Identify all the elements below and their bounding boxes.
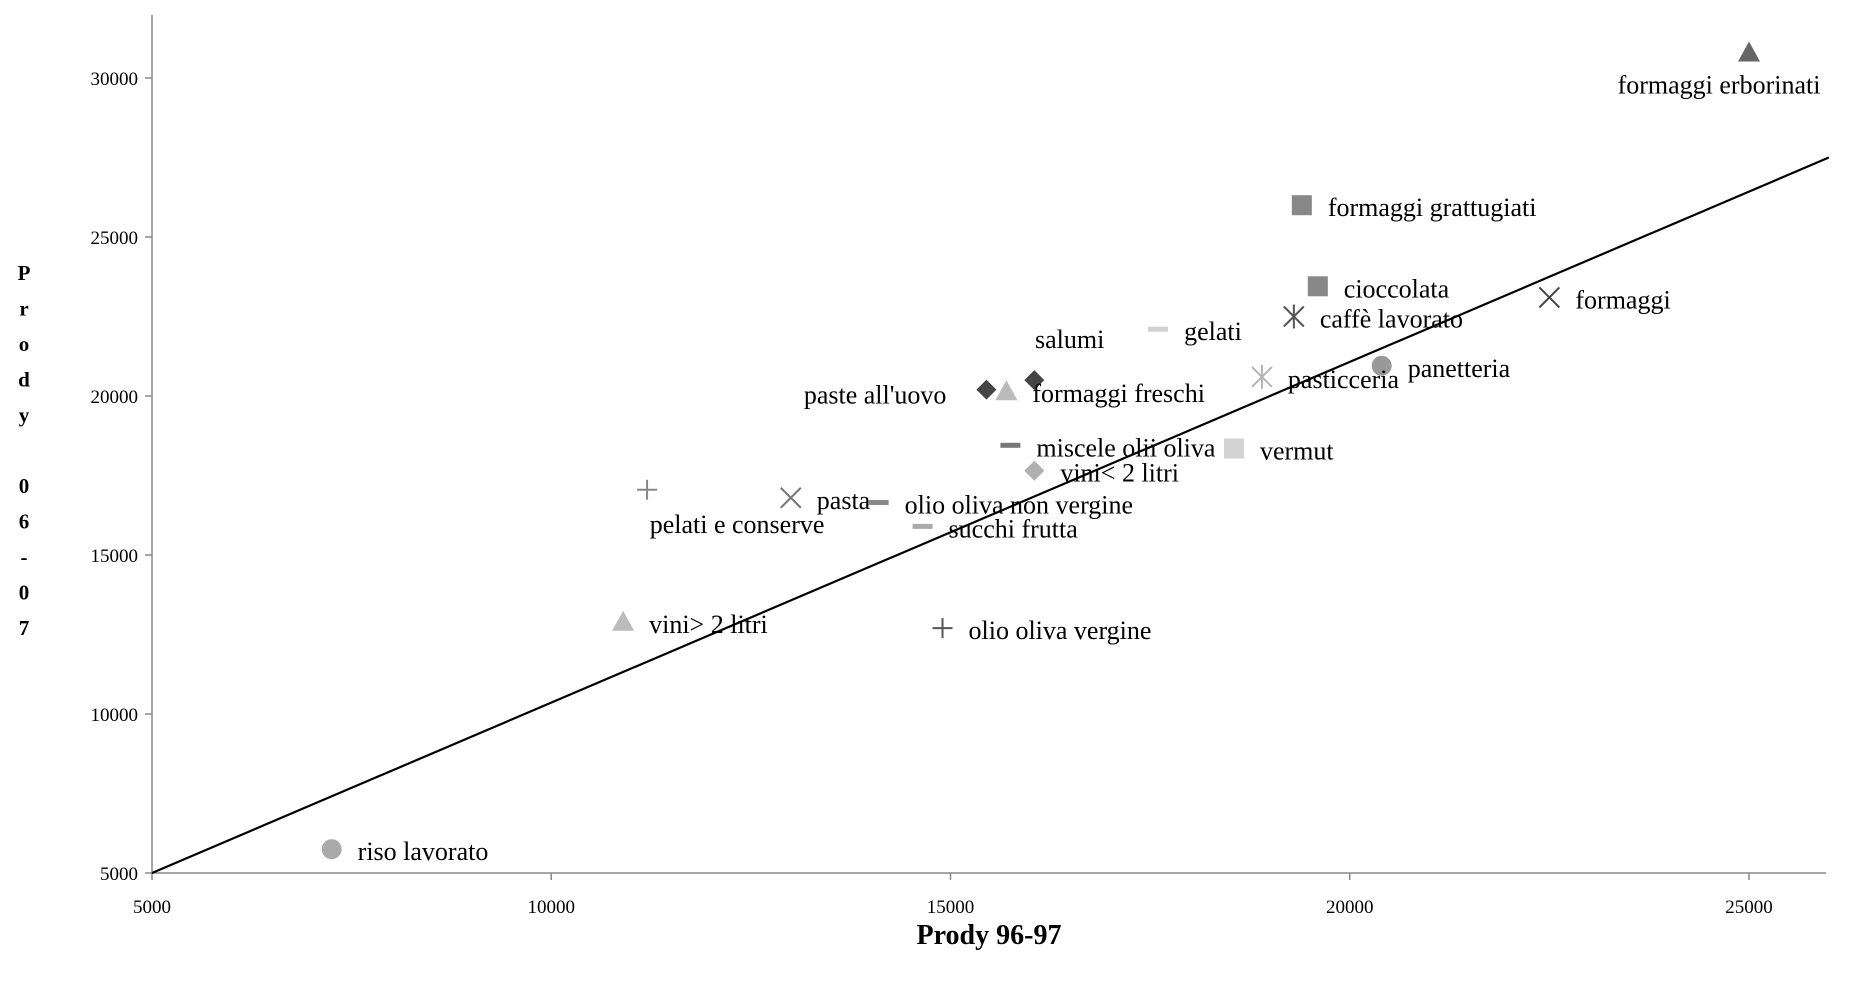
point-plus-marker xyxy=(637,479,658,500)
point-label: pasta xyxy=(817,486,871,515)
point-plus-marker xyxy=(932,618,953,639)
point-asterisk-marker xyxy=(1283,304,1305,329)
point-square-marker xyxy=(1307,276,1328,297)
y-tick-label: 20000 xyxy=(91,387,139,408)
point-label: vini< 2 litri xyxy=(1060,459,1179,488)
y-tick-label: 10000 xyxy=(91,705,139,726)
point-diamond-marker xyxy=(976,379,997,400)
point-label: panetteria xyxy=(1408,354,1511,383)
point-label: paste all'uovo xyxy=(804,381,947,410)
y-tick-label: 5000 xyxy=(100,864,138,885)
x-axis-title: Prody 96-97 xyxy=(917,920,1062,951)
point-dash-marker xyxy=(868,500,889,506)
x-axis-ticks: 5000 10000 15000 20000 25000 xyxy=(133,873,1773,918)
point-label: olio oliva vergine xyxy=(969,616,1152,645)
point-label: cioccolata xyxy=(1344,274,1450,303)
point-dash-marker xyxy=(912,523,933,529)
point-label: salumi xyxy=(1035,325,1104,354)
x-tick-label: 10000 xyxy=(528,897,576,918)
point-label: olio oliva non vergine xyxy=(905,491,1133,520)
point-diamond-marker xyxy=(1024,370,1045,391)
point-triangle-marker xyxy=(612,610,635,631)
point-label: succhi frutta xyxy=(949,514,1079,543)
y-tick-label: 15000 xyxy=(91,546,139,567)
point-label: riso lavorato xyxy=(358,837,489,866)
point-label: vini> 2 litri xyxy=(649,610,768,639)
x-tick-label: 15000 xyxy=(927,897,975,918)
point-label: gelati xyxy=(1184,317,1242,346)
point-label: pelati e conserve xyxy=(650,510,825,539)
y-tick-label: 25000 xyxy=(91,228,139,249)
y-axis-ticks: 5000 10000 15000 20000 25000 30000 xyxy=(91,69,152,885)
reference-line xyxy=(151,156,1830,875)
point-circle-marker xyxy=(321,839,342,860)
point-x-marker xyxy=(1538,286,1561,309)
point-label: formaggi freschi xyxy=(1032,379,1205,408)
point-x-marker xyxy=(780,487,802,509)
point-label: vermut xyxy=(1260,436,1334,465)
point-label: formaggi grattugiati xyxy=(1328,193,1537,222)
point-circle-marker xyxy=(1371,355,1392,376)
x-tick-label: 5000 xyxy=(133,897,171,918)
point-square-marker xyxy=(1223,438,1244,459)
point-triangle-marker xyxy=(995,380,1018,401)
x-tick-label: 25000 xyxy=(1725,897,1773,918)
data-points xyxy=(321,41,1760,860)
y-tick-label: 30000 xyxy=(91,69,139,90)
x-tick-label: 20000 xyxy=(1326,897,1374,918)
point-label: formaggi xyxy=(1575,285,1670,314)
point-label: miscele olii oliva xyxy=(1036,433,1216,462)
point-label: pasticceria xyxy=(1288,365,1400,394)
point-diamond-marker xyxy=(1024,460,1045,481)
point-square-marker xyxy=(1291,195,1312,216)
point-dash-marker xyxy=(1148,326,1169,332)
point-dash-marker xyxy=(1000,442,1021,448)
point-label: formaggi erborinati xyxy=(1618,71,1821,100)
point-triangle-marker xyxy=(1738,41,1760,62)
point-asterisk-marker xyxy=(1251,364,1273,389)
point-labels: formaggi erborinati formaggi grattugiati c… xyxy=(358,71,1821,867)
point-label: caffè lavorato xyxy=(1320,305,1463,334)
